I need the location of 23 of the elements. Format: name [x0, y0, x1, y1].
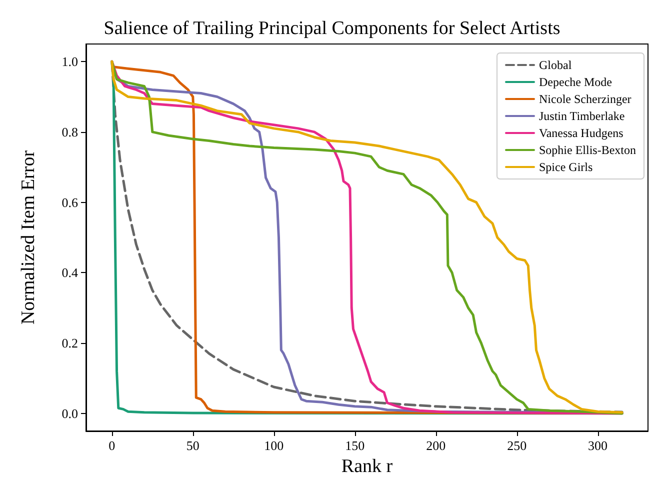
x-tick-label: 250	[507, 438, 527, 453]
y-tick-label: 1.0	[62, 54, 78, 70]
legend-label: Vanessa Hudgens	[539, 126, 624, 140]
legend-label: Spice Girls	[539, 160, 593, 174]
y-tick-label: 0.2	[62, 336, 78, 351]
x-tick-label: 300	[588, 438, 608, 453]
y-tick-label: 0.6	[62, 194, 78, 210]
y-axis-title: Normalized Item Error	[18, 150, 39, 325]
x-tick-label: 0	[108, 438, 116, 453]
y-tick-label: 0.4	[62, 265, 78, 280]
legend-label: Nicole Scherzinger	[539, 92, 632, 106]
legend-label: Global	[539, 58, 572, 72]
y-tick-label: 0.0	[62, 406, 78, 421]
x-tick-label: 50	[186, 438, 200, 453]
x-tick-label: 150	[345, 438, 365, 453]
x-tick-label: 200	[426, 438, 446, 453]
legend-label: Justin Timberlake	[539, 109, 625, 123]
legend-label: Sophie Ellis-Bexton	[539, 143, 636, 157]
x-tick-label: 100	[264, 438, 284, 453]
legend-label: Depeche Mode	[539, 75, 612, 89]
y-tick-label: 0.8	[62, 124, 78, 140]
x-axis-title: Rank r	[341, 456, 394, 477]
chart-title: Salience of Trailing Principal Components for Select Artists	[104, 18, 560, 39]
